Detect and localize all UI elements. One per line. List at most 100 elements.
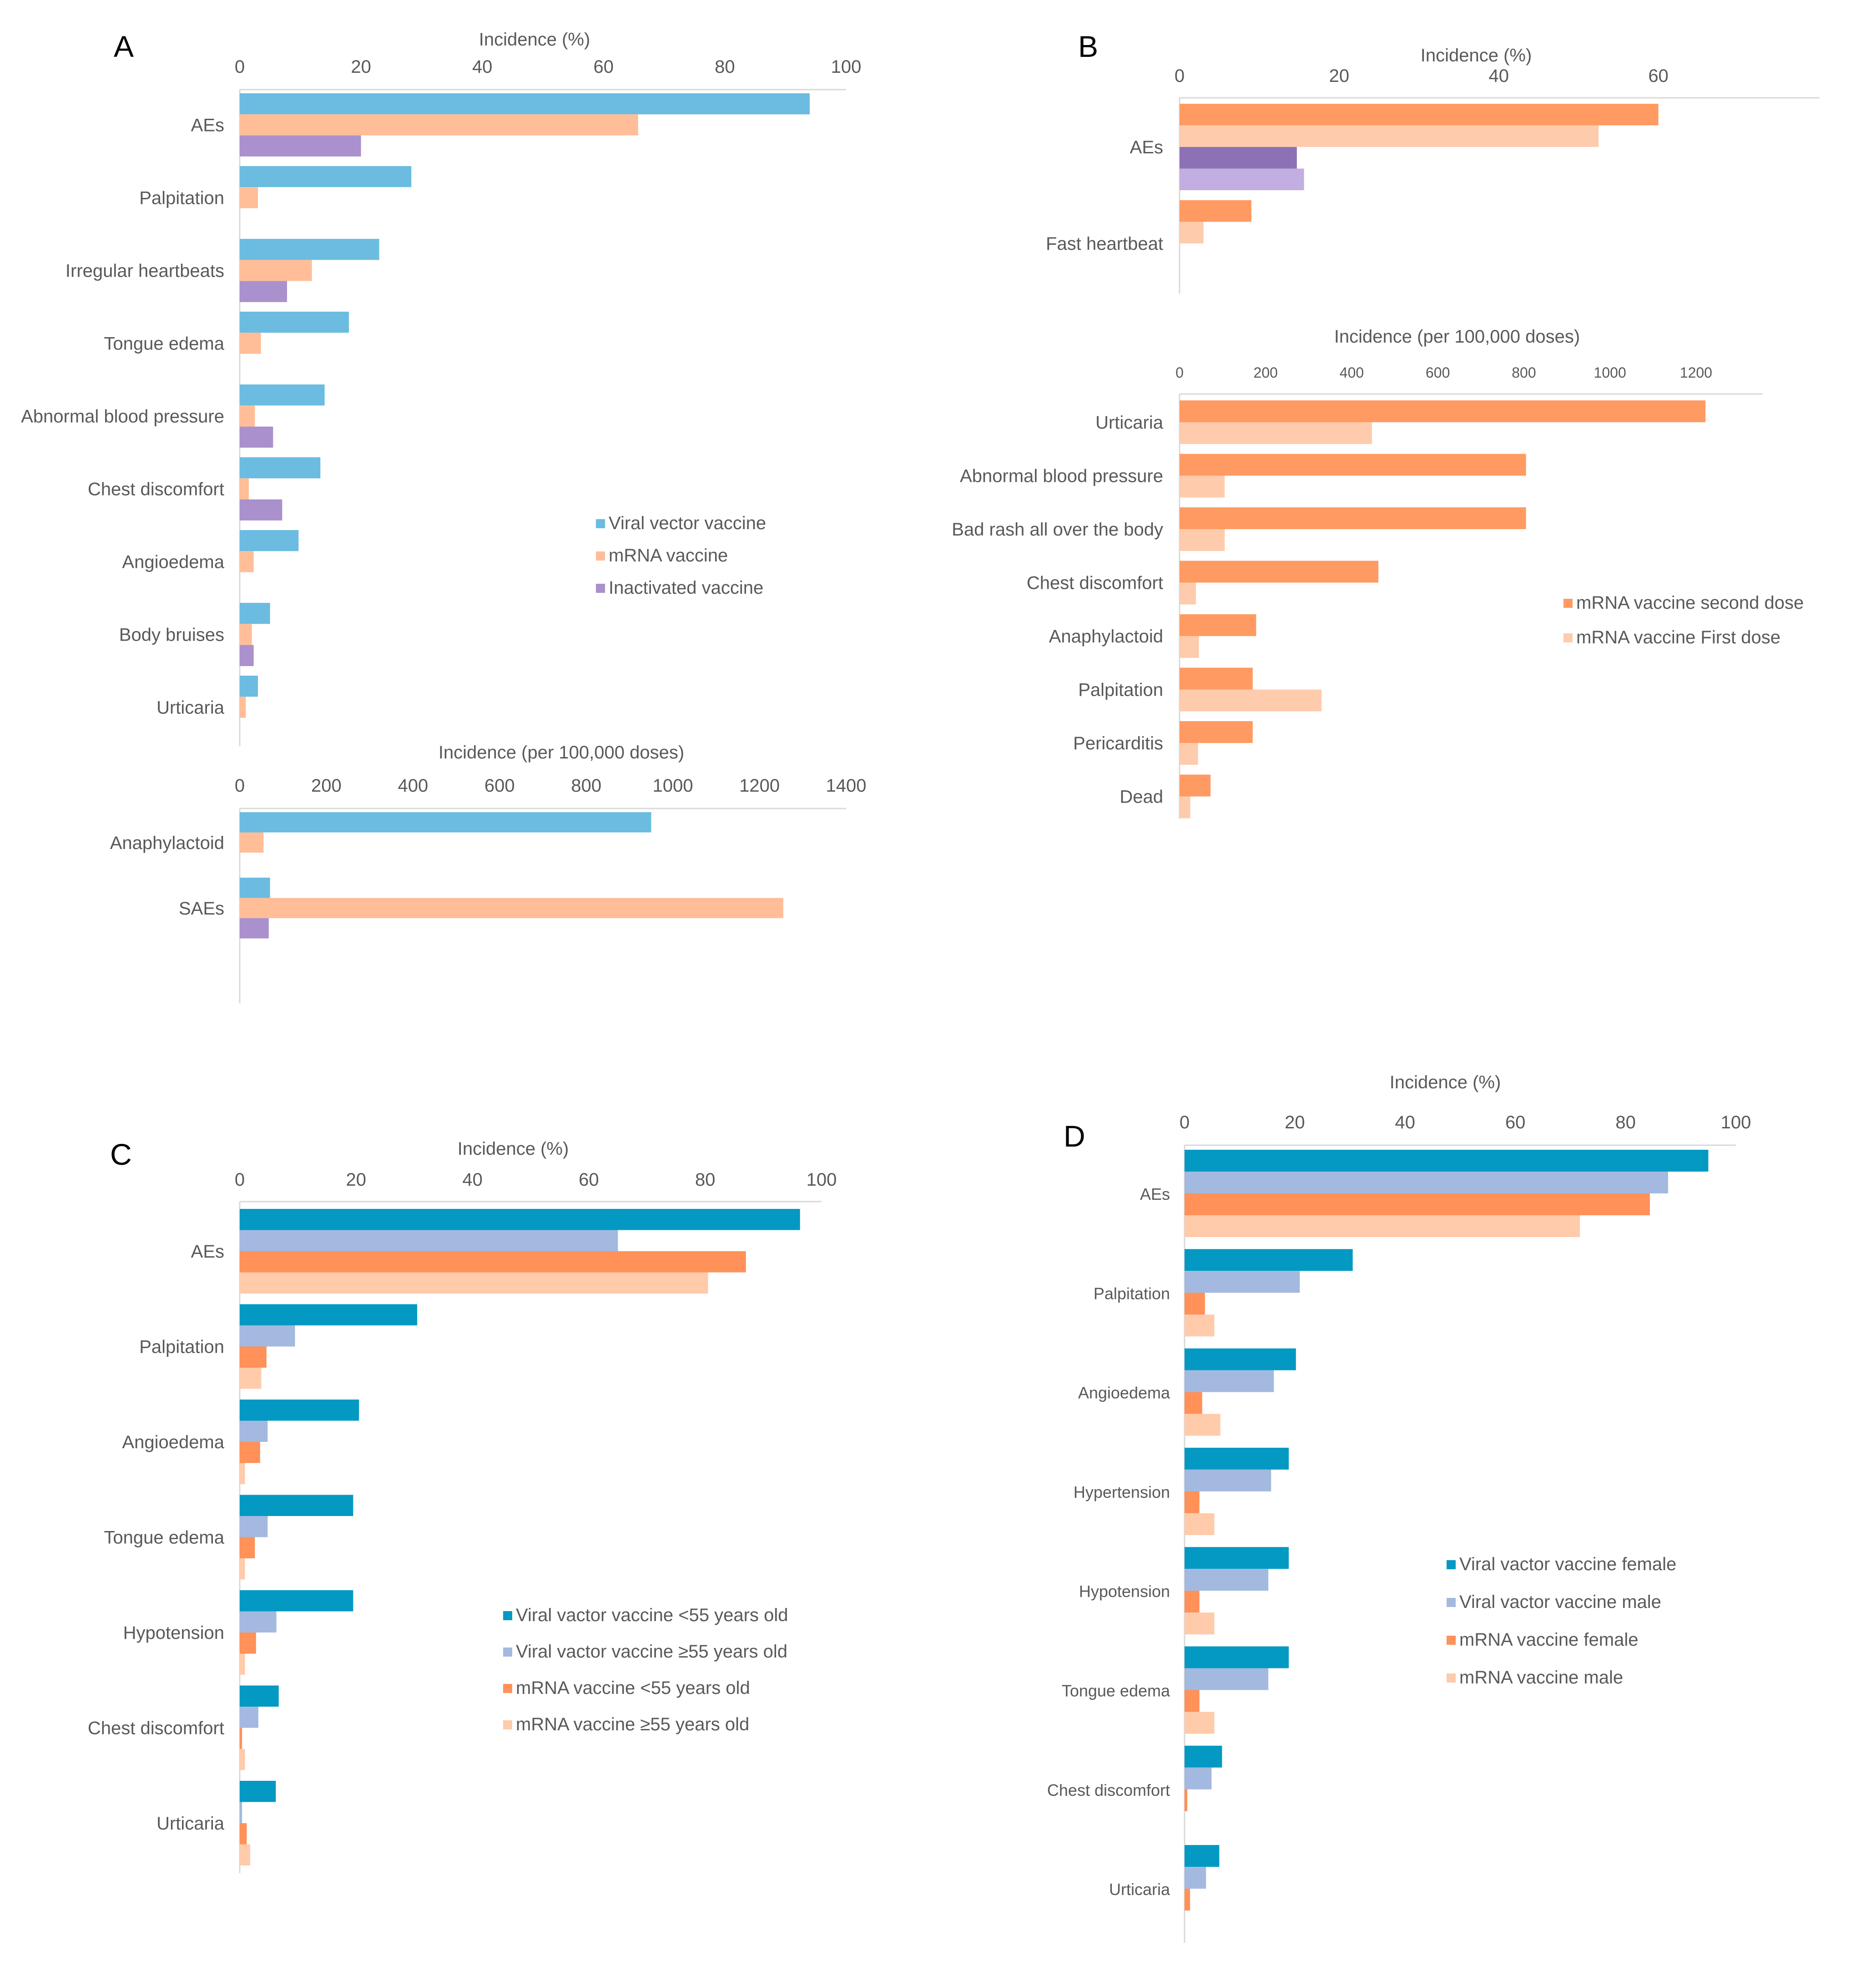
legend-swatch [596,551,605,561]
category-label: Body bruises [119,625,224,645]
bar-hypotension-mrna-vaccine-female [1185,1591,1200,1613]
x-tick-label: 80 [715,57,735,77]
bar-pericarditis-mrna-vaccine-first-dose [1180,743,1198,765]
bar-palpitation-mrna-vaccine-lt55-years-old [240,1346,267,1368]
bar-urticaria-mrna-vaccine [240,697,246,718]
category-label: Hypotension [1079,1582,1170,1601]
x-tick-label: 600 [484,776,515,796]
x-tick-label: 20 [351,57,371,77]
bar-angioedema-viral-vector-vaccine [240,530,299,551]
category-label: Angioedema [122,552,224,572]
bar-chest-discomfort-inactivated-vaccine [240,499,282,521]
x-tick-label: 0 [1180,1112,1190,1132]
x-tick-label: 0 [1175,364,1184,381]
category-label: Angioedema [1078,1384,1170,1402]
legend-swatch [1563,633,1573,642]
bar-tongue-edema-viral-vactor-vaccine-ge55-years-old [240,1516,268,1537]
x-tick-label: 60 [579,1170,599,1190]
bar-hypertension-mrna-vaccine-male [1185,1513,1215,1535]
bar-palpitation-mrna-vaccine [240,187,258,208]
legend-swatch [1447,1598,1456,1607]
bar-chest-discomfort-mrna-vaccine-lt55-years-old [240,1728,242,1749]
category-label: Anaphylactoid [1049,627,1163,647]
axis-title: Incidence (%) [479,30,590,50]
bar-chest-discomfort-viral-vactor-vaccine-female [1185,1745,1222,1768]
bar-tongue-edema-viral-vector-vaccine [240,312,349,333]
category-label: Hypertension [1074,1483,1170,1501]
bar-aes-viral-vactor-vaccine-ge55-years-old [240,1230,618,1251]
bar-aes-viral-vactor-vaccine-lt55-years-old [240,1209,800,1230]
legend: mRNA vaccine second dose mRNA vaccine Fir… [1563,593,1804,647]
bar-palpitation-viral-vector-vaccine [240,166,412,187]
category-label: AEs [191,1242,224,1262]
bar-abnormal-blood-pressure-inactivated-vaccine [240,426,273,448]
bar-abnormal-blood-pressure-mrna-vaccine [240,405,255,427]
legend-label: Viral vactor vaccine <55 years old [516,1605,788,1625]
bar-chest-discomfort-viral-vactor-vaccine-ge55-years-old [240,1707,258,1728]
x-tick-label: 100 [807,1170,837,1190]
x-tick-label: 0 [1175,66,1185,86]
legend-label: mRNA vaccine male [1459,1668,1623,1688]
bar-hypotension-mrna-vaccine-ge55-years-old [240,1653,245,1675]
category-label: Pericarditis [1073,733,1163,753]
bar-aes-inactivated-vaccine [240,135,361,157]
category-label: AEs [1130,137,1163,157]
category-label: Urticaria [1095,413,1164,433]
category-label: Urticaria [156,1814,225,1834]
x-tick-label: 60 [1648,66,1669,86]
legend-label: Viral vector vaccine [609,513,766,533]
legend-swatch [503,1684,512,1693]
bar-urticaria-viral-vactor-vaccine-female [1185,1845,1220,1867]
x-tick-label: 0 [235,57,245,77]
bar-anaphylactoid-viral-vector-vaccine [240,812,651,833]
bar-tongue-edema-viral-vactor-vaccine-female [1185,1646,1289,1668]
bar-chest-discomfort-viral-vactor-vaccine-lt55-years-old [240,1685,279,1707]
bar-saes-viral-vector-vaccine [240,878,270,898]
legend: Viral vactor vaccine <55 years old Viral … [503,1605,788,1734]
x-tick-label: 40 [462,1170,483,1190]
bar-abnormal-blood-pressure-mrna-vaccine-first-dose [1180,475,1225,498]
x-tick-label: 800 [571,776,601,796]
x-tick-label: 40 [1395,1112,1416,1132]
category-label: Irregular heartbeats [66,261,224,281]
bar-palpitation-mrna-vaccine-first-dose [1180,689,1322,712]
bar-body-bruises-inactivated-vaccine [240,645,254,666]
bar-aes-viral-vector-vaccine [240,93,810,115]
chart-b-2: Incidence (%) 0 20 40 60 AEs Fast heartbeat [1046,45,1820,293]
x-tick-label: 1200 [739,776,780,796]
bar-angioedema-mrna-vaccine-ge55-years-old [240,1463,245,1484]
bar-aes-mrna-vaccine-female [1185,1193,1650,1215]
chart-c-4: Incidence (%) 0 20 40 60 80 100 AEs Palpitation A… [88,1139,837,1873]
category-label: Chest discomfort [88,1718,224,1739]
category-label: Dead [1120,787,1163,807]
bar-angioedema-viral-vactor-vaccine-ge55-years-old [240,1420,268,1442]
x-tick-label: 1400 [826,776,867,796]
bar-angioedema-mrna-vaccine-female [1185,1392,1202,1414]
bar-palpitation-mrna-vaccine-second-dose [1180,667,1253,690]
bar-palpitation-viral-vactor-vaccine-ge55-years-old [240,1325,295,1347]
bar-anaphylactoid-mrna-vaccine [240,832,264,853]
chart-a-0: Incidence (%) 0 20 40 60 80 100 AEs Palpitation I… [21,30,861,746]
legend-label: Viral vactor vaccine female [1459,1554,1676,1574]
bar-aes-inactivate-vaccine-first-dose [1180,168,1304,190]
bar-tongue-edema-mrna-vaccine-male [1185,1712,1215,1734]
bar-angioedema-mrna-vaccine-male [1185,1414,1220,1436]
legend-swatch [1447,1673,1456,1683]
x-tick-label: 0 [235,776,245,796]
bar-angioedema-mrna-vaccine-lt55-years-old [240,1442,260,1463]
bar-hypotension-mrna-vaccine-lt55-years-old [240,1632,256,1654]
x-tick-label: 20 [346,1170,367,1190]
bar-tongue-edema-viral-vactor-vaccine-lt55-years-old [240,1495,353,1516]
bar-angioedema-viral-vactor-vaccine-male [1185,1370,1274,1392]
chart-b-3: Incidence (per 100,000 doses) 0 200 400 600 8… [952,327,1804,819]
bar-abnormal-blood-pressure-mrna-vaccine-second-dose [1180,454,1526,476]
x-tick-label: 600 [1426,364,1450,381]
bar-aes-mrna-vaccine-ge55-years-old [240,1272,708,1294]
bar-urticaria-mrna-vaccine-first-dose [1180,422,1372,444]
axis-title: Incidence (%) [1390,1072,1501,1092]
legend-swatch [1563,599,1573,608]
bar-palpitation-viral-vactor-vaccine-female [1185,1249,1353,1271]
bar-fast-heartbeat-mrna-vaccine-second-dose [1180,200,1251,222]
bar-tongue-edema-mrna-vaccine-female [1185,1690,1200,1712]
